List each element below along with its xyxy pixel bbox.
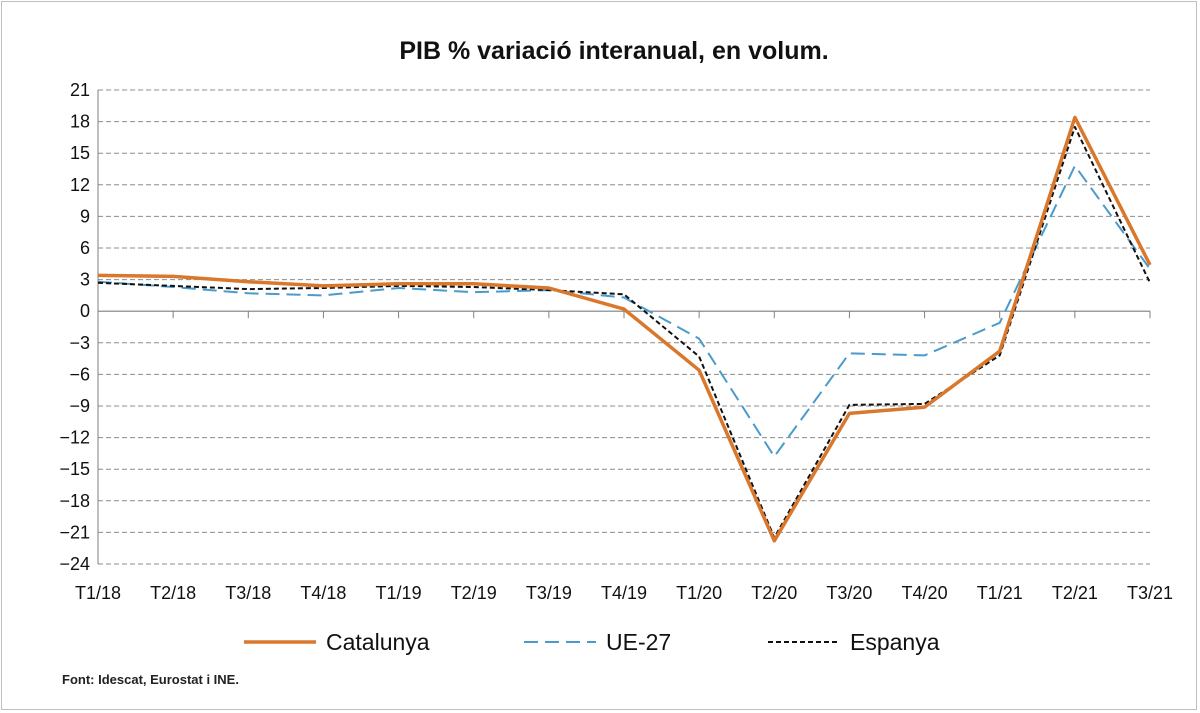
x-tick-label: T4/20 <box>902 583 948 603</box>
y-tick-label: 0 <box>80 301 90 321</box>
y-tick-label: −15 <box>59 459 90 479</box>
y-tick-label: −9 <box>69 396 90 416</box>
y-tick-label: −6 <box>69 364 90 384</box>
y-tick-label: 3 <box>80 270 90 290</box>
y-tick-label: −12 <box>59 428 90 448</box>
x-tick-label: T1/20 <box>676 583 722 603</box>
x-tick-label: T3/21 <box>1127 583 1173 603</box>
y-tick-label: −24 <box>59 554 90 574</box>
x-tick-label: T2/19 <box>451 583 497 603</box>
x-tick-label: T1/19 <box>376 583 422 603</box>
series-line-espanya <box>97 125 1151 539</box>
x-tick-label: T1/18 <box>75 583 121 603</box>
legend-label-catalunya: Catalunya <box>326 629 430 655</box>
x-tick-label: T4/19 <box>601 583 647 603</box>
y-tick-label: 15 <box>70 143 90 163</box>
x-tick-label: T2/21 <box>1052 583 1098 603</box>
y-tick-label: −18 <box>59 491 90 511</box>
y-tick-label: 12 <box>70 175 90 195</box>
x-tick-label: T3/18 <box>225 583 271 603</box>
y-tick-label: 9 <box>80 206 90 226</box>
y-tick-label: −3 <box>69 333 90 353</box>
series-line-catalunya <box>97 115 1152 543</box>
x-axis-ticks: T1/18 T2/18 T3/18 T4/18 T1/19 T2/19 T3/19 T4/19… <box>75 583 1173 603</box>
source-note: Font: Idescat, Eurostat i INE. <box>62 672 239 687</box>
series-line-ue-27 <box>97 164 1151 458</box>
x-tick-label: T2/20 <box>751 583 797 603</box>
y-tick-label: −21 <box>59 522 90 542</box>
x-tick-label: T3/20 <box>826 583 872 603</box>
x-tick-label: T4/18 <box>300 583 346 603</box>
chart-title: PIB % variació interanual, en volum. <box>399 37 828 65</box>
legend-label-ue-27: UE-27 <box>606 629 671 655</box>
y-tick-label: 6 <box>80 238 90 258</box>
y-tick-label: 18 <box>70 112 90 132</box>
y-tick-label: 21 <box>70 80 90 100</box>
legend-label-espanya: Espanya <box>850 629 940 655</box>
x-tick-label: T1/21 <box>977 583 1023 603</box>
legend: Catalunya UE-27 Espanya <box>244 629 940 655</box>
y-axis-ticks: 21 18 15 12 9 6 3 0 −3 −6 −9 −12 −15 −18 −21 −24 <box>59 80 90 574</box>
x-tick-label: T3/19 <box>526 583 572 603</box>
x-tick-label: T2/18 <box>150 583 196 603</box>
gridlines <box>98 89 1150 565</box>
series-lines <box>97 115 1152 543</box>
